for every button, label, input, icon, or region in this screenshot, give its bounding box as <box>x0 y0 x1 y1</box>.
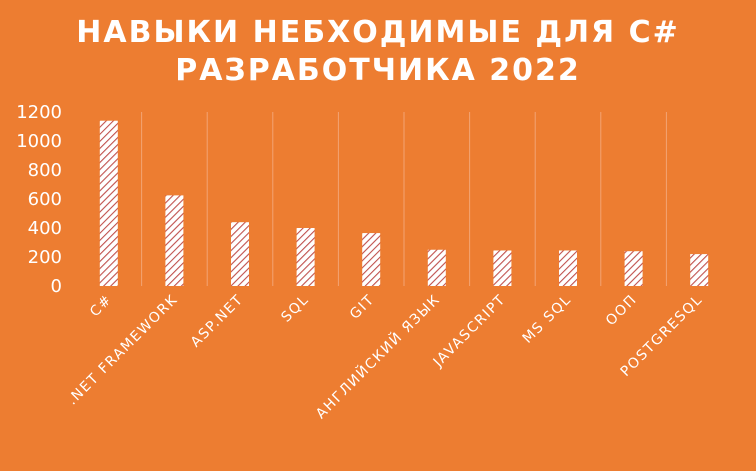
x-tick-label: SQL <box>278 292 312 326</box>
x-axis-labels: C#.NET FRAMEWORK ASP.NET SQL GITАНГЛИЙСКИЙ … <box>64 290 706 422</box>
y-tick-label: 1200 <box>16 102 62 123</box>
y-tick-label: 200 <box>28 247 62 268</box>
y-tick-label: 600 <box>28 189 62 210</box>
chart-title-line-1: НАВЫКИ НЕБХОДИМЫЕ ДЛЯ C# <box>76 15 680 50</box>
y-tick-label: 0 <box>51 276 62 297</box>
bar <box>296 228 315 286</box>
chart-title: НАВЫКИ НЕБХОДИМЫЕ ДЛЯ C# РАЗРАБОТЧИКА 20… <box>0 14 756 90</box>
x-tick-label: MS SQL <box>520 292 575 347</box>
y-tick-label: 1000 <box>16 131 62 152</box>
bar <box>559 250 577 286</box>
bar <box>362 233 381 286</box>
y-tick-label: 800 <box>28 160 62 181</box>
x-tick-label: .NET FRAMEWORK <box>64 292 181 409</box>
grid-lines <box>141 112 667 286</box>
x-tick-label: OOП <box>603 292 641 330</box>
bar <box>427 249 446 286</box>
bar <box>165 195 184 286</box>
x-tick-label: GIT <box>347 292 378 323</box>
chart-title-line-2: РАЗРАБОТЧИКА 2022 <box>175 53 581 88</box>
bar <box>99 120 118 286</box>
bar <box>231 222 249 286</box>
bar <box>624 251 643 286</box>
bar <box>690 254 709 286</box>
y-tick-label: 400 <box>28 218 62 239</box>
bar <box>493 250 512 286</box>
bars <box>99 120 709 286</box>
x-tick-label: ASP.NET <box>188 292 247 351</box>
x-tick-label: АНГЛИЙСКИЙ ЯЗЫК <box>312 290 444 422</box>
y-axis-ticks: 0 200 400 600 800 1000 1200 <box>16 102 62 297</box>
x-tick-label: C# <box>87 292 116 321</box>
